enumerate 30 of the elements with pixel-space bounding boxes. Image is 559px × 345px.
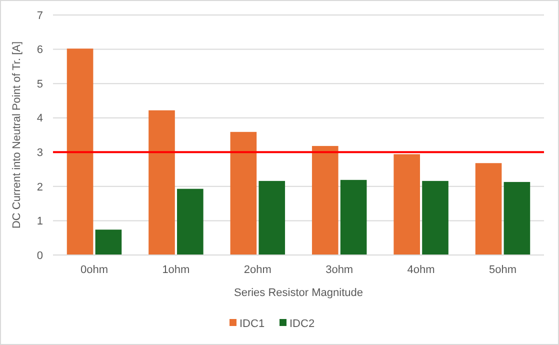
y-tick-label: 1 [36,216,43,228]
bar [340,180,367,255]
bar [312,146,338,255]
y-tick-label: 7 [36,10,43,22]
x-tick-label: 4ohm [407,264,435,276]
x-tick-label: 1ohm [162,264,190,276]
x-tick-label: 0ohm [80,264,108,276]
bar [475,163,502,255]
x-tick-label: 5ohm [488,264,517,276]
bar [177,188,204,255]
bar [148,110,175,255]
y-tick-label: 2 [36,181,43,194]
y-tick-label: 3 [36,146,43,159]
bar [422,180,448,255]
y-axis-title: DC Current into Neutral Point of Tr. [A] [11,41,23,229]
x-tick-label: 2ohm [244,264,272,276]
bar [394,154,420,255]
bar [258,180,286,255]
y-tick-label: 5 [36,78,43,90]
y-tick-label: 6 [36,44,43,56]
legend-label: IDC2 [290,318,315,330]
bar [230,132,257,255]
bar [95,230,122,255]
x-axis-title: Series Resistor Magnitude [234,287,364,299]
y-tick-label: 4 [36,112,43,125]
bar [66,48,94,255]
bar [504,182,530,255]
legend-label: IDC1 [240,318,265,330]
x-tick-label: 3ohm [326,264,354,276]
y-tick-label: 0 [36,250,43,262]
